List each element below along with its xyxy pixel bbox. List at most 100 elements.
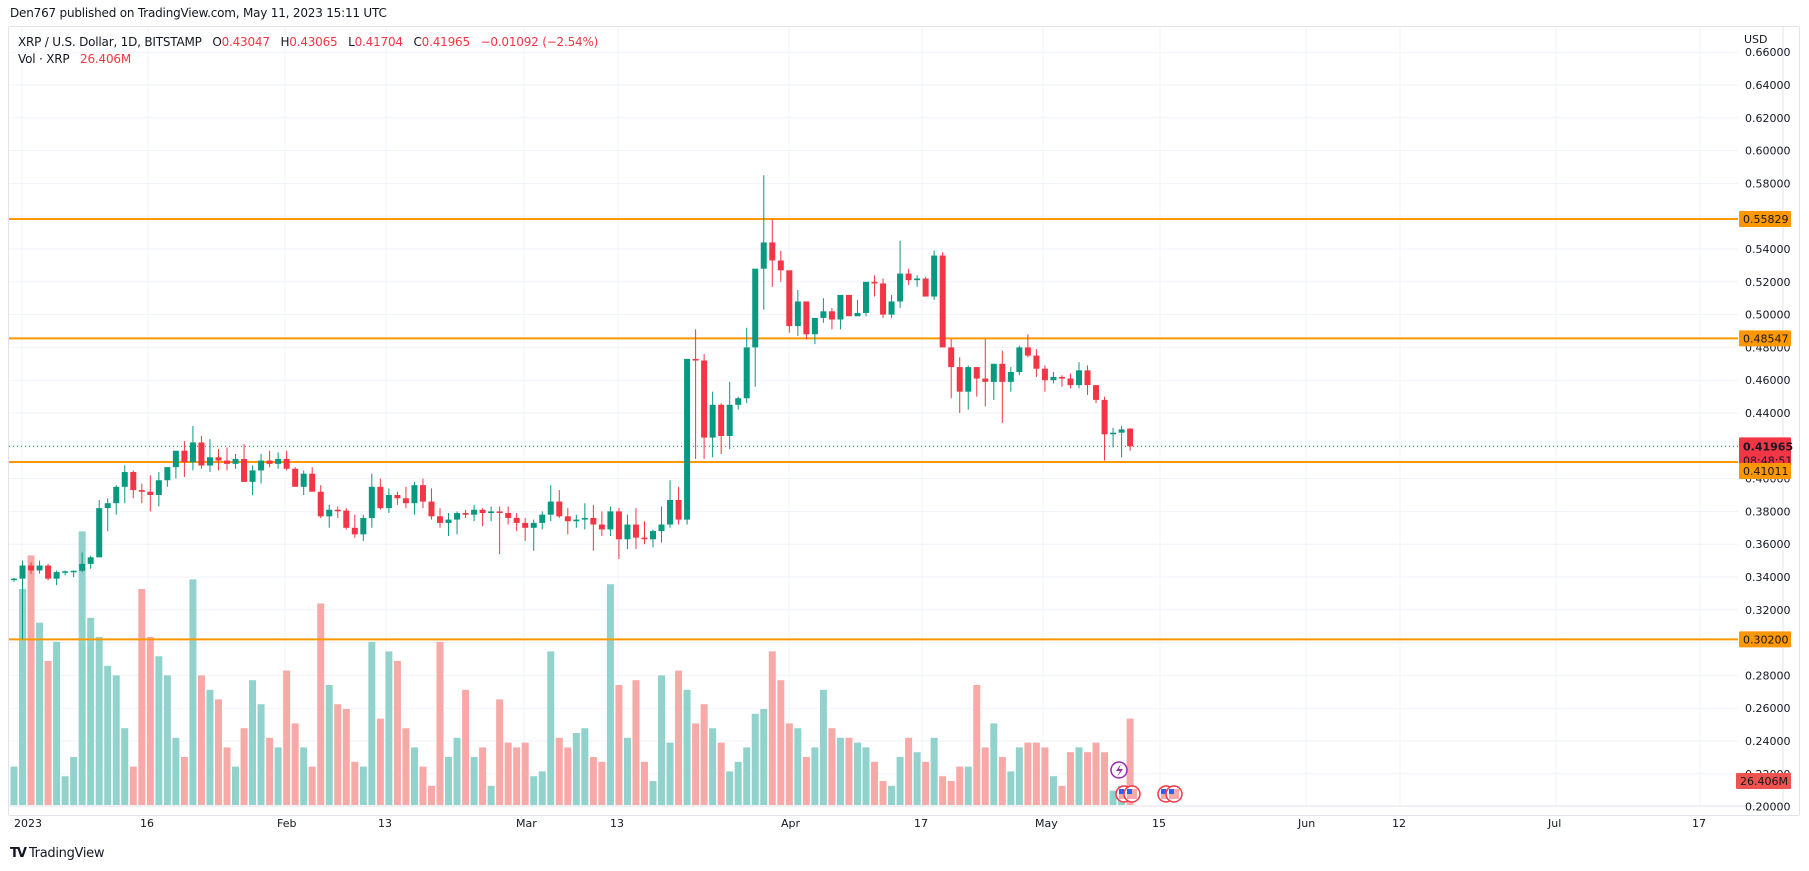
candle-body[interactable]	[863, 281, 869, 313]
candle-body[interactable]	[138, 490, 145, 492]
candle-body[interactable]	[701, 360, 708, 438]
candle-body[interactable]	[590, 517, 597, 525]
candle-body[interactable]	[113, 486, 120, 504]
candle-body[interactable]	[87, 557, 94, 564]
candle-body[interactable]	[206, 457, 213, 466]
candle-body[interactable]	[241, 458, 248, 482]
candle-body[interactable]	[419, 485, 426, 502]
candle-body[interactable]	[709, 404, 716, 438]
candle-body[interactable]	[130, 472, 137, 491]
candle-body[interactable]	[1033, 355, 1040, 369]
candle-body[interactable]	[752, 268, 759, 348]
candle-body[interactable]	[62, 571, 69, 573]
candle-body[interactable]	[897, 273, 904, 302]
candle-body[interactable]	[522, 522, 529, 528]
symbol-title[interactable]: XRP / U.S. Dollar, 1D, BITSTAMP	[18, 35, 202, 49]
candle-body[interactable]	[598, 524, 605, 530]
candle-body[interactable]	[854, 312, 861, 317]
candle-body[interactable]	[828, 311, 835, 320]
candle-body[interactable]	[275, 458, 282, 464]
candle-body[interactable]	[462, 513, 469, 515]
candle-body[interactable]	[845, 294, 852, 317]
candle-body[interactable]	[735, 398, 742, 405]
candle-body[interactable]	[471, 509, 478, 515]
candle-body[interactable]	[990, 363, 997, 382]
candle-body[interactable]	[667, 499, 674, 525]
candle-body[interactable]	[326, 509, 333, 517]
candle-body[interactable]	[905, 273, 912, 281]
candle-body[interactable]	[1127, 428, 1134, 447]
candle-body[interactable]	[53, 572, 60, 579]
candle-body[interactable]	[19, 565, 26, 579]
candle-body[interactable]	[794, 301, 801, 327]
candle-body[interactable]	[11, 578, 17, 581]
candle-body[interactable]	[360, 517, 367, 535]
candle-body[interactable]	[1093, 385, 1100, 400]
candle-body[interactable]	[96, 508, 103, 558]
candle-body[interactable]	[786, 270, 793, 327]
candle-body[interactable]	[121, 472, 128, 487]
candle-body[interactable]	[79, 563, 86, 571]
candle-body[interactable]	[479, 509, 486, 514]
candle-body[interactable]	[1084, 370, 1091, 386]
candle-body[interactable]	[292, 468, 299, 487]
candle-body[interactable]	[445, 519, 452, 523]
tradingview-logo[interactable]: TV TradingView	[10, 846, 104, 861]
candle-body[interactable]	[692, 358, 699, 361]
candle-body[interactable]	[454, 513, 461, 520]
candle-body[interactable]	[249, 470, 256, 482]
candle-body[interactable]	[1118, 429, 1125, 433]
candle-body[interactable]	[70, 570, 77, 573]
candle-body[interactable]	[28, 565, 35, 571]
candle-body[interactable]	[641, 537, 648, 540]
candle-body[interactable]	[368, 486, 375, 518]
candle-body[interactable]	[334, 509, 341, 512]
candle-body[interactable]	[1041, 368, 1048, 381]
candle-body[interactable]	[172, 450, 179, 468]
candle-body[interactable]	[224, 460, 230, 464]
candle-body[interactable]	[777, 260, 784, 271]
candle-body[interactable]	[300, 473, 307, 487]
candle-body[interactable]	[488, 511, 495, 514]
candle-body[interactable]	[104, 503, 111, 509]
candle-body[interactable]	[1067, 378, 1074, 386]
candle-body[interactable]	[283, 458, 290, 469]
candle-body[interactable]	[811, 317, 818, 335]
candle-body[interactable]	[164, 467, 171, 481]
candle-body[interactable]	[1101, 399, 1108, 435]
candle-body[interactable]	[266, 460, 273, 464]
volume-label[interactable]: Vol · XRP	[18, 52, 70, 66]
candle-body[interactable]	[45, 565, 52, 579]
candle-body[interactable]	[658, 524, 665, 532]
candle-body[interactable]	[615, 511, 622, 540]
candle-body[interactable]	[215, 457, 222, 461]
candle-body[interactable]	[1007, 372, 1014, 382]
candle-body[interactable]	[718, 404, 725, 436]
candle-body[interactable]	[513, 517, 520, 523]
candle-body[interactable]	[1076, 370, 1082, 386]
candle-body[interactable]	[564, 516, 571, 522]
candle-body[interactable]	[556, 501, 563, 517]
candle-body[interactable]	[496, 511, 503, 514]
candle-body[interactable]	[402, 498, 409, 504]
candle-body[interactable]	[922, 278, 929, 297]
candle-body[interactable]	[999, 363, 1006, 382]
candle-body[interactable]	[965, 367, 972, 392]
candle-body[interactable]	[198, 442, 205, 466]
candle-body[interactable]	[871, 281, 878, 284]
candle-body[interactable]	[573, 519, 580, 522]
candle-body[interactable]	[155, 480, 162, 495]
candle-body[interactable]	[343, 510, 350, 528]
candle-body[interactable]	[505, 513, 512, 518]
candle-body[interactable]	[189, 442, 196, 463]
candle-body[interactable]	[437, 516, 443, 523]
candle-body[interactable]	[837, 294, 844, 320]
candle-body[interactable]	[982, 378, 989, 382]
candle-body[interactable]	[530, 522, 537, 528]
candle-body[interactable]	[760, 242, 767, 269]
candle-body[interactable]	[317, 491, 324, 517]
candle-body[interactable]	[880, 283, 887, 315]
candle-body[interactable]	[351, 527, 358, 535]
candle-body[interactable]	[232, 458, 239, 464]
